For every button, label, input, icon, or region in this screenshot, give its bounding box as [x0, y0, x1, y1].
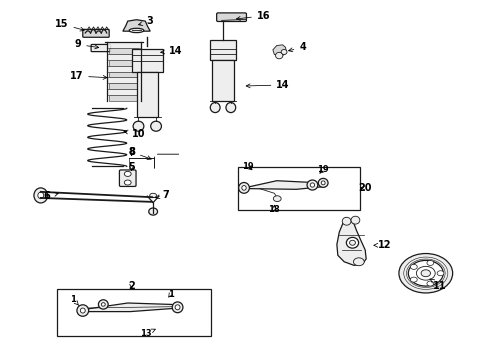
Ellipse shape [349, 240, 355, 245]
Circle shape [411, 264, 417, 269]
Bar [57, 289, 211, 336]
Ellipse shape [416, 266, 435, 280]
Text: 10: 10 [124, 129, 145, 139]
Text: 16: 16 [236, 11, 270, 21]
Polygon shape [107, 66, 141, 72]
Circle shape [411, 277, 417, 282]
Text: 3: 3 [139, 17, 153, 27]
Ellipse shape [80, 308, 85, 313]
Bar [210, 40, 236, 60]
Polygon shape [123, 20, 150, 31]
Ellipse shape [318, 179, 328, 187]
Ellipse shape [346, 237, 359, 248]
Ellipse shape [310, 183, 315, 187]
Polygon shape [247, 181, 326, 189]
Ellipse shape [275, 52, 283, 59]
Ellipse shape [351, 216, 360, 224]
Text: 8: 8 [128, 147, 135, 157]
Polygon shape [109, 72, 138, 77]
Ellipse shape [129, 28, 144, 33]
Circle shape [427, 281, 434, 286]
Ellipse shape [210, 103, 220, 113]
Text: 17: 17 [70, 71, 107, 81]
Ellipse shape [273, 196, 281, 202]
Ellipse shape [149, 208, 158, 215]
Text: 6: 6 [44, 191, 58, 201]
Ellipse shape [353, 258, 364, 266]
Text: 14: 14 [246, 80, 290, 90]
Ellipse shape [321, 181, 325, 185]
Text: 2: 2 [128, 281, 135, 291]
Text: 15: 15 [55, 19, 84, 31]
Ellipse shape [239, 183, 249, 193]
Bar [132, 49, 163, 72]
Text: 11: 11 [430, 279, 446, 291]
Ellipse shape [150, 193, 157, 198]
Text: 19: 19 [242, 162, 254, 171]
Ellipse shape [101, 303, 105, 306]
Text: 20: 20 [358, 183, 371, 193]
Text: 4: 4 [289, 42, 306, 52]
Circle shape [437, 271, 444, 276]
Text: 13: 13 [141, 329, 155, 338]
Polygon shape [107, 77, 141, 84]
Ellipse shape [124, 171, 131, 176]
Text: 19: 19 [318, 166, 329, 175]
Bar [212, 60, 234, 101]
Circle shape [427, 260, 434, 265]
Ellipse shape [342, 217, 351, 225]
Ellipse shape [242, 185, 246, 190]
Ellipse shape [281, 49, 287, 54]
Text: 7: 7 [156, 190, 169, 200]
Bar [238, 167, 360, 211]
Polygon shape [273, 45, 287, 56]
Ellipse shape [151, 121, 161, 131]
Bar [137, 72, 158, 117]
Ellipse shape [77, 305, 89, 316]
FancyBboxPatch shape [217, 13, 246, 22]
Ellipse shape [172, 302, 183, 313]
Text: 5: 5 [128, 162, 135, 172]
Text: 12: 12 [374, 240, 391, 250]
Polygon shape [107, 54, 141, 60]
Ellipse shape [38, 192, 44, 199]
Polygon shape [86, 303, 179, 312]
Text: 8: 8 [128, 147, 151, 159]
Polygon shape [109, 84, 138, 89]
Ellipse shape [124, 180, 131, 185]
FancyBboxPatch shape [120, 170, 136, 186]
Ellipse shape [175, 305, 180, 310]
Ellipse shape [98, 300, 108, 309]
Ellipse shape [307, 180, 318, 190]
Polygon shape [109, 60, 138, 66]
Polygon shape [109, 48, 138, 54]
Text: 1: 1 [70, 294, 79, 305]
FancyBboxPatch shape [91, 44, 111, 51]
FancyBboxPatch shape [83, 30, 109, 37]
Text: 1: 1 [168, 289, 173, 298]
Ellipse shape [421, 270, 431, 277]
Polygon shape [337, 218, 366, 265]
Ellipse shape [133, 121, 144, 131]
Polygon shape [109, 95, 138, 101]
Ellipse shape [226, 103, 236, 113]
Polygon shape [107, 42, 141, 48]
Text: 18: 18 [269, 205, 280, 214]
Polygon shape [107, 89, 141, 95]
Ellipse shape [34, 188, 48, 203]
Text: 14: 14 [161, 46, 182, 56]
Text: 9: 9 [74, 40, 98, 49]
